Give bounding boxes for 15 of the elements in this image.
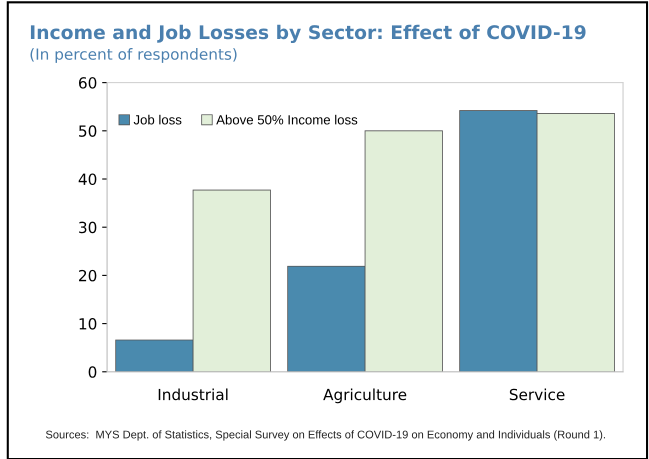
y-tick-label: 50 [79, 125, 96, 137]
source-note: Sources: MYS Dept. of Statistics, Special Survey on Effects of COVID-19 on Economy and Individuals (Round 1). [46, 430, 605, 441]
chart-title: Income and Job Losses by Sector: Effect of COVID-19 [30, 24, 586, 44]
y-tick-label: 10 [80, 318, 96, 330]
y-tick-label: 0 [88, 366, 96, 378]
legend-label: Above 50% Income loss [216, 114, 358, 124]
y-tick-label: 60 [78, 77, 96, 89]
y-tick-label: 30 [79, 222, 96, 234]
x-tick-label: Service [510, 388, 564, 400]
chart-subtitle: (In percent of respondents) [30, 48, 237, 63]
x-tick-label: Industrial [158, 388, 228, 400]
legend-label: Job loss [134, 114, 182, 124]
y-tick-label: 40 [78, 173, 96, 186]
y-tick-label: 20 [79, 270, 96, 282]
x-tick-label: Agriculture [323, 388, 406, 404]
